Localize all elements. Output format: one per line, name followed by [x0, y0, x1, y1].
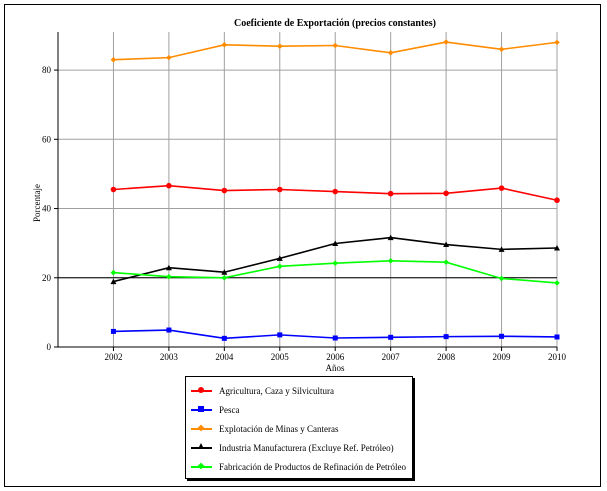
data-point-0-4	[332, 188, 339, 195]
plot-background	[58, 32, 557, 347]
data-point-2-6	[443, 39, 449, 45]
x-tick-label: 2002	[104, 352, 122, 362]
plot-area: 2002 2003 2004 2005 2006 2007 2008 2009 2010 0 20 4…	[42, 32, 567, 362]
y-tick-label: 0	[47, 342, 52, 352]
data-point-2-4	[332, 42, 339, 49]
data-point-1-7	[499, 333, 505, 339]
data-point-3-5	[387, 234, 394, 241]
data-point-3-7	[498, 246, 505, 252]
data-point-2-7	[498, 46, 505, 53]
legend-swatch-marker	[197, 424, 205, 432]
data-point-3-2	[221, 269, 228, 275]
legend-label: Explotación de Minas y Canteras	[219, 424, 339, 434]
data-point-1-1	[166, 327, 172, 333]
y-axis-label: Porcentaje	[32, 184, 42, 222]
x-tick-label: 2004	[215, 352, 234, 362]
data-point-0-6	[443, 190, 449, 197]
data-point-1-2	[221, 335, 227, 341]
x-tick-label: 2005	[271, 352, 290, 362]
x-tick-label: 2010	[548, 352, 567, 362]
legend-item-pesca: Pesca	[186, 403, 412, 417]
data-point-1-4	[332, 335, 338, 341]
x-tick-label: 2003	[160, 352, 179, 362]
data-point-1-3	[277, 332, 283, 338]
data-point-4-2	[221, 274, 228, 281]
x-tick-label: 2008	[437, 352, 456, 362]
data-point-2-5	[387, 49, 394, 56]
legend-item-refinacion: Fabricación de Productos de Refinación d…	[186, 460, 412, 474]
legend-swatch-marker	[198, 406, 204, 412]
x-tick-label: 2006	[326, 352, 345, 362]
legend: Agricultura, Caza y Silvicultura Pesca E…	[185, 376, 413, 479]
data-point-0-0	[110, 186, 117, 193]
data-point-1-6	[443, 334, 449, 340]
data-point-4-3	[276, 263, 283, 270]
legend-label: Fabricación de Productos de Refinación d…	[219, 462, 406, 472]
data-point-3-3	[276, 255, 283, 261]
data-point-0-5	[387, 190, 394, 197]
data-point-1-0	[110, 328, 116, 334]
legend-swatch-marker	[198, 443, 204, 449]
y-tick-label: 40	[42, 204, 52, 214]
legend-item-industria: Industria Manufacturera (Excluye Ref. Pe…	[186, 441, 412, 455]
legend-label: Industria Manufacturera (Excluye Ref. Pe…	[219, 443, 394, 453]
data-point-1-5	[388, 334, 394, 340]
legend-swatch-marker	[197, 462, 205, 470]
legend-swatch-marker	[198, 387, 204, 393]
data-point-4-1	[166, 273, 172, 280]
data-point-4-4	[332, 260, 339, 267]
data-point-4-5	[387, 258, 394, 264]
data-point-2-2	[221, 42, 228, 48]
data-point-2-1	[166, 54, 172, 61]
data-point-4-6	[443, 259, 449, 265]
legend-label: Agricultura, Caza y Silvicultura	[219, 386, 334, 396]
legend-item-agricultura: Agricultura, Caza y Silvicultura	[186, 384, 412, 398]
data-point-2-3	[276, 43, 283, 49]
chart-title: Coeficiente de Exportación (precios cons…	[234, 18, 436, 29]
data-point-1-8	[554, 334, 560, 340]
data-point-3-1	[165, 264, 172, 271]
data-point-0-3	[276, 186, 283, 193]
data-point-4-8	[554, 280, 560, 286]
x-tick-label: 2007	[382, 352, 401, 362]
x-tick-label: 2009	[493, 352, 512, 362]
y-tick-label: 60	[42, 134, 52, 144]
data-point-2-8	[554, 39, 560, 46]
data-point-0-1	[166, 182, 172, 189]
chart-frame: Coeficiente de Exportación (precios cons…	[4, 4, 601, 487]
y-tick-label: 20	[42, 273, 52, 283]
legend-item-minas: Explotación de Minas y Canteras	[186, 422, 412, 436]
data-point-3-4	[332, 240, 339, 246]
data-point-4-0	[110, 269, 117, 276]
data-point-2-0	[110, 56, 117, 63]
data-point-3-0	[110, 278, 117, 285]
data-point-0-7	[498, 185, 505, 191]
data-point-3-8	[554, 245, 560, 251]
data-point-0-8	[554, 197, 560, 204]
data-point-0-2	[221, 187, 228, 194]
y-tick-label: 80	[42, 65, 52, 75]
legend-label: Pesca	[219, 405, 240, 415]
data-point-3-6	[443, 241, 450, 248]
x-axis-label: Años	[325, 363, 344, 373]
data-point-4-7	[498, 275, 505, 282]
